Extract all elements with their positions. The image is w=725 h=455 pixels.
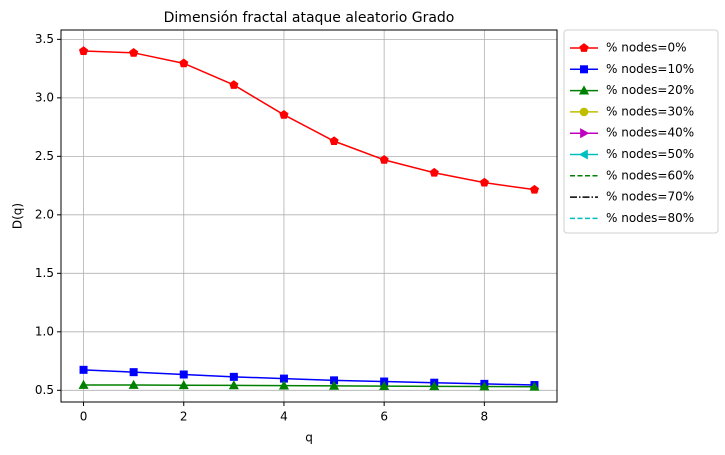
marker (479, 177, 489, 187)
x-axis-label: q (305, 431, 313, 445)
marker (129, 47, 139, 57)
x-tick-label: 0 (80, 410, 88, 424)
marker (379, 155, 389, 164)
marker (79, 365, 88, 374)
y-tick-label: 3.0 (35, 90, 54, 104)
y-tick-label: 3.5 (35, 32, 54, 46)
marker (128, 379, 139, 389)
marker (529, 184, 540, 194)
marker (179, 58, 189, 68)
x-tick-label: 6 (380, 410, 388, 424)
marker (379, 380, 390, 390)
legend-marker (578, 85, 590, 95)
legend-label: % nodes=80% (606, 211, 694, 225)
legend-marker (579, 43, 589, 52)
legend-marker (578, 149, 588, 160)
marker (429, 167, 439, 177)
legend-marker (579, 107, 589, 117)
legend-label: % nodes=0% (606, 41, 687, 55)
legend-box (563, 29, 719, 234)
legend-label: % nodes=40% (606, 126, 694, 140)
series-line (83, 384, 535, 388)
marker (479, 381, 490, 391)
marker (429, 381, 440, 391)
legend-label: % nodes=10% (606, 62, 694, 76)
legend-marker (580, 65, 588, 74)
marker (229, 372, 238, 381)
y-tick-label: 0.5 (35, 383, 54, 397)
marker (529, 381, 540, 391)
marker (278, 380, 289, 390)
legend-label: % nodes=60% (606, 168, 694, 182)
marker (228, 380, 239, 390)
series-line (83, 369, 535, 386)
y-axis-label: D(q) (11, 203, 25, 229)
y-tick-label: 1.0 (35, 324, 54, 338)
marker (229, 80, 239, 89)
marker (329, 380, 340, 390)
x-tick-label: 4 (280, 410, 288, 424)
y-tick-label: 1.5 (35, 266, 54, 280)
legend-marker (580, 128, 590, 139)
marker (78, 379, 89, 389)
marker (329, 136, 339, 146)
series-line (83, 50, 535, 191)
plot-frame (60, 29, 558, 403)
marker (129, 368, 138, 377)
y-tick-label: 2.0 (35, 207, 54, 221)
x-tick-label: 2 (180, 410, 188, 424)
marker (178, 380, 189, 390)
chart-title: Dimensión fractal ataque aleatorio Grado (164, 10, 455, 26)
y-tick-label: 2.5 (35, 149, 54, 163)
legend-label: % nodes=70% (606, 190, 694, 204)
legend-label: % nodes=20% (606, 83, 694, 97)
x-tick-label: 8 (481, 410, 489, 424)
marker (78, 46, 89, 55)
legend-label: % nodes=30% (606, 104, 694, 118)
marker (279, 109, 289, 119)
marker (179, 370, 188, 379)
legend-label: % nodes=50% (606, 147, 694, 161)
